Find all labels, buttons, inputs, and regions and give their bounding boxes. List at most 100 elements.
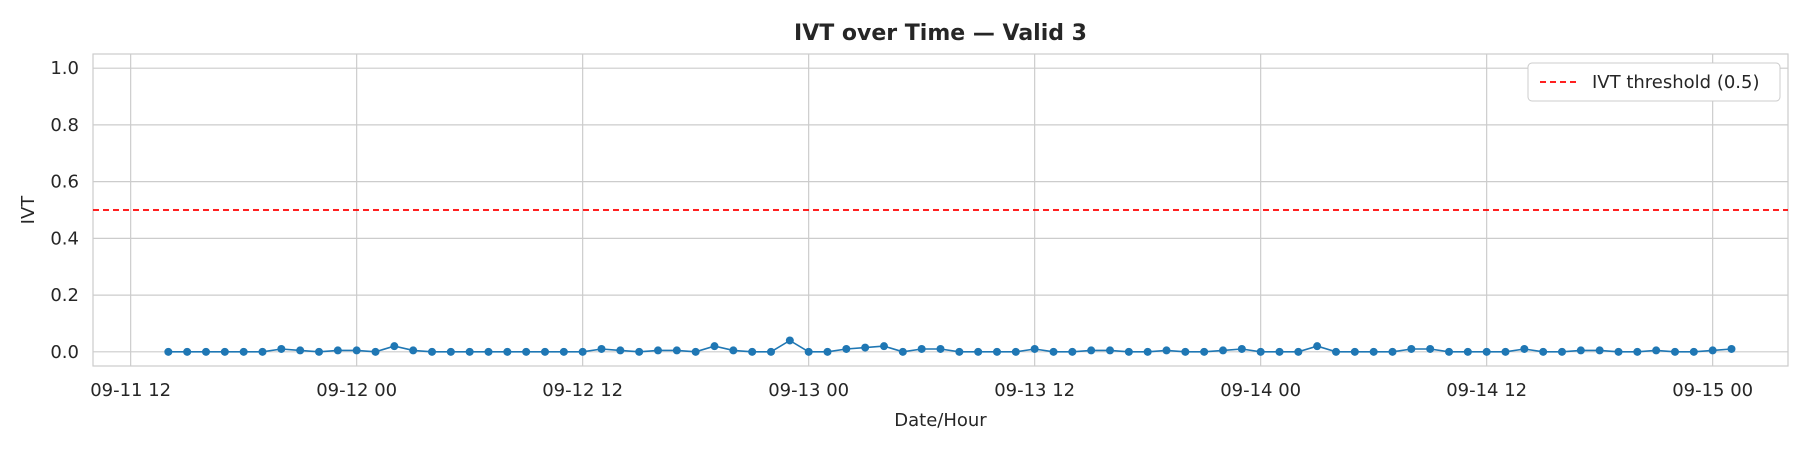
ivt-data-point bbox=[1520, 344, 1529, 353]
ivt-data-point bbox=[1068, 347, 1077, 356]
legend-threshold-label: IVT threshold (0.5) bbox=[1592, 72, 1760, 93]
ivt-data-point bbox=[767, 347, 775, 356]
ivt-data-point bbox=[1030, 344, 1039, 353]
ivt-data-point bbox=[748, 347, 757, 356]
series-layer bbox=[164, 336, 1736, 356]
x-tick-label: 09-13 00 bbox=[768, 380, 849, 401]
ivt-data-point bbox=[1595, 346, 1604, 355]
ivt-data-point bbox=[729, 346, 738, 355]
ivt-data-point bbox=[484, 347, 493, 356]
ivt-data-point bbox=[183, 347, 192, 356]
x-tick-label: 09-13 12 bbox=[994, 380, 1075, 401]
ivt-data-point bbox=[1689, 347, 1698, 356]
ivt-data-point bbox=[710, 342, 719, 351]
ivt-data-point bbox=[993, 347, 1001, 356]
ivt-data-point bbox=[861, 343, 870, 352]
x-axis-label: Date/Hour bbox=[894, 410, 987, 431]
ivt-data-point bbox=[1633, 347, 1642, 356]
y-tick-label: 1.0 bbox=[50, 58, 79, 79]
ivt-data-point bbox=[880, 342, 888, 351]
y-tick-label: 0.0 bbox=[50, 342, 79, 363]
ivt-data-point bbox=[1671, 347, 1679, 356]
ivt-data-point bbox=[258, 347, 267, 356]
ivt-data-point bbox=[220, 347, 229, 356]
ivt-data-point bbox=[1049, 347, 1058, 356]
legend-box bbox=[1527, 62, 1781, 102]
ivt-data-point bbox=[898, 347, 907, 356]
ivt-data-point bbox=[428, 347, 436, 356]
chart-title: IVT over Time — Valid 3 bbox=[794, 21, 1087, 46]
y-axis-label: IVT bbox=[18, 195, 39, 225]
ivt-data-point bbox=[672, 346, 681, 355]
ivt-data-point bbox=[522, 347, 531, 356]
ivt-data-point bbox=[1369, 347, 1378, 356]
x-tick-label: 09-14 12 bbox=[1446, 380, 1527, 401]
ivt-data-point bbox=[1388, 347, 1397, 356]
ivt-data-point bbox=[1181, 347, 1190, 356]
legend: IVT threshold (0.5) bbox=[1527, 62, 1781, 102]
ivt-data-point bbox=[691, 347, 700, 356]
ivt-data-point bbox=[503, 347, 512, 356]
ivt-data-point bbox=[1426, 344, 1435, 353]
ivt-data-point bbox=[1275, 347, 1284, 356]
x-tick-label: 09-14 00 bbox=[1220, 380, 1301, 401]
x-tick-label: 09-15 00 bbox=[1672, 380, 1753, 401]
ivt-data-point bbox=[559, 347, 568, 356]
ivt-data-point bbox=[1501, 347, 1510, 356]
y-tick-label: 0.8 bbox=[50, 115, 79, 136]
ivt-data-point bbox=[1539, 347, 1548, 356]
ivt-data-point bbox=[409, 346, 418, 355]
x-tick-label: 09-11 12 bbox=[90, 380, 171, 401]
ivt-data-point bbox=[1652, 346, 1661, 355]
x-tick-label: 09-12 00 bbox=[316, 380, 397, 401]
ivt-data-point bbox=[1708, 346, 1717, 355]
ivt-data-point bbox=[804, 347, 813, 356]
ivt-data-point bbox=[955, 347, 964, 356]
ivt-data-point bbox=[1463, 347, 1472, 356]
ivt-data-point bbox=[974, 347, 983, 356]
ivt-data-point bbox=[1294, 347, 1303, 356]
ivt-data-point bbox=[1219, 346, 1227, 355]
ivt-data-point bbox=[1143, 347, 1152, 356]
ivt-data-point bbox=[333, 346, 342, 355]
ivt-data-point bbox=[1614, 347, 1623, 356]
ivt-data-point bbox=[616, 346, 625, 355]
ivt-data-point bbox=[446, 347, 455, 356]
ivt-data-point bbox=[277, 344, 286, 353]
y-tick-label: 0.4 bbox=[50, 228, 79, 249]
ivt-data-point bbox=[1445, 347, 1453, 356]
y-tick-label: 0.2 bbox=[50, 285, 79, 306]
x-tick-labels: 09-11 12 09-12 00 09-12 12 09-13 00 09-13 12… bbox=[90, 380, 1753, 401]
ivt-data-point bbox=[1162, 346, 1171, 355]
y-tick-label: 0.6 bbox=[50, 172, 79, 193]
ivt-data-point bbox=[1256, 347, 1265, 356]
ivt-data-point bbox=[1011, 347, 1020, 356]
ivt-data-point bbox=[842, 344, 851, 353]
ivt-data-point bbox=[1350, 347, 1359, 356]
ivt-data-point bbox=[1727, 344, 1736, 353]
ivt-data-point bbox=[239, 347, 248, 356]
ivt-data-point bbox=[315, 347, 323, 356]
ivt-data-point bbox=[390, 342, 399, 351]
ivt-data-point bbox=[465, 347, 474, 356]
ivt-data-point bbox=[1576, 346, 1585, 355]
ivt-data-point bbox=[1313, 342, 1322, 351]
ivt-data-point bbox=[541, 347, 549, 356]
ivt-data-point bbox=[1200, 347, 1209, 356]
ivt-data-point bbox=[1106, 346, 1114, 355]
ivt-data-point bbox=[1237, 344, 1246, 353]
ivt-data-point bbox=[917, 344, 926, 353]
ivt-data-point bbox=[823, 347, 832, 356]
ivt-data-point bbox=[371, 347, 380, 356]
ivt-data-point bbox=[164, 347, 173, 356]
ivt-data-point bbox=[1124, 347, 1133, 356]
ivt-data-point bbox=[654, 346, 662, 355]
ivt-data-point bbox=[296, 346, 305, 355]
ivt-data-point bbox=[1087, 346, 1096, 355]
ivt-data-point bbox=[1482, 347, 1491, 356]
x-tick-label: 09-12 12 bbox=[542, 380, 623, 401]
ivt-data-point bbox=[1332, 347, 1340, 356]
y-tick-labels: 0.0 0.2 0.4 0.6 0.8 1.0 bbox=[50, 58, 79, 363]
